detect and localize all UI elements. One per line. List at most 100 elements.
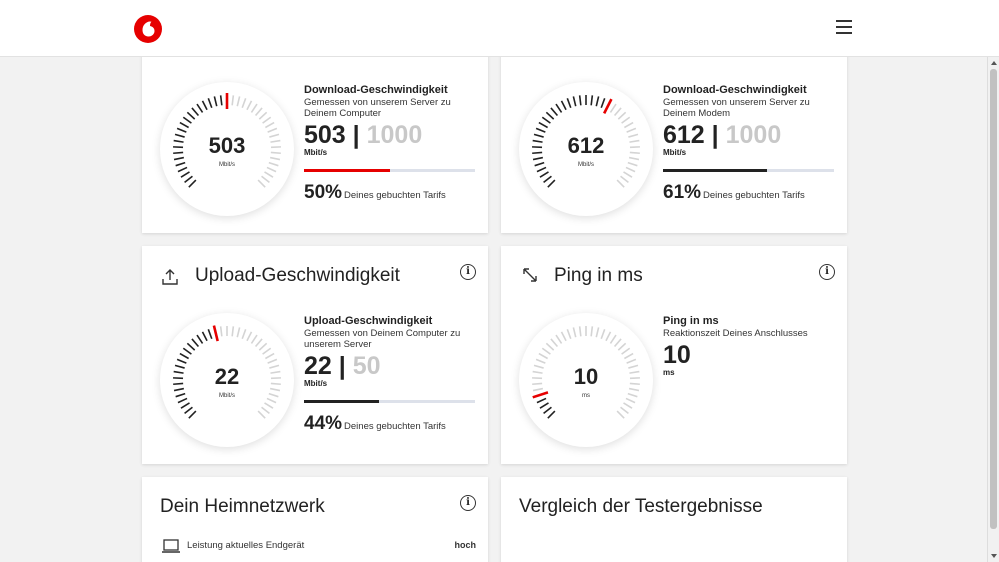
tariff-progress-fill [663, 169, 768, 172]
stat-title: Ping in ms [663, 315, 719, 327]
stat-max: 1000 [725, 121, 782, 149]
gauge-tick [270, 139, 281, 143]
gauge-tick [264, 352, 275, 360]
gauge-value: 503 [208, 133, 246, 158]
gauge-tick [173, 382, 184, 386]
download-computer-card: 503 Mbit/s Download-Geschwindigkeit Geme… [142, 40, 488, 233]
gauge-tick [623, 402, 633, 409]
gauge-tick [176, 358, 187, 364]
gauge-tick [590, 326, 594, 337]
stat-unit: Mbit/s [304, 148, 328, 157]
gauge-tick [532, 387, 544, 392]
scroll-up-arrow-icon[interactable] [991, 61, 997, 65]
gauge-tick [201, 100, 208, 111]
upload-heading: Upload-Geschwindigkeit [195, 265, 400, 286]
gauge-tick [219, 326, 223, 337]
gauge-tick [179, 121, 190, 129]
gauge-tick [236, 96, 241, 107]
laptop-icon [161, 538, 181, 557]
gauge-tick [267, 358, 278, 364]
gauge-tick [617, 342, 627, 351]
gauge-tick [609, 334, 617, 344]
info-icon[interactable]: i [819, 264, 835, 280]
stat-description: Gemessen von unserem Server zu Deinem Mo… [663, 97, 810, 119]
top-bar [0, 0, 999, 57]
gauge-tick [545, 342, 555, 351]
gauge-tick [261, 406, 270, 415]
gauge-tick [560, 100, 567, 111]
gauge-tick [623, 171, 633, 178]
gauge-tick [254, 338, 263, 348]
home-network-heading: Dein Heimnetzwerk [160, 496, 325, 517]
gauge-tick [532, 151, 543, 155]
stat-value-row: 22 | 50 [304, 352, 479, 380]
stat-title: Upload-Geschwindigkeit [304, 315, 433, 327]
gauge-tick [258, 111, 268, 120]
gauge-tick [628, 156, 640, 161]
gauge-tick [264, 402, 274, 409]
tariff-progress-fill [304, 400, 380, 403]
gauge-tick [269, 133, 280, 138]
scroll-thumb[interactable] [990, 69, 997, 529]
stat-value: 22 [304, 352, 332, 380]
gauge-tick [258, 342, 268, 351]
gauge-tick [578, 95, 582, 106]
gauge-value: 612 [567, 133, 605, 158]
gauge-tick [231, 326, 235, 337]
gauge-tick [535, 127, 546, 133]
home-network-card: Dein Heimnetzwerk i [142, 477, 488, 562]
gauge-tick [264, 121, 275, 129]
gauge-tick [617, 111, 627, 120]
hamburger-menu-icon[interactable] [836, 20, 854, 36]
gauge-tick [620, 175, 629, 184]
stat-unit: Mbit/s [663, 148, 687, 157]
gauge-tick [627, 161, 638, 167]
stat-unit: Mbit/s [304, 379, 328, 388]
tariff-progress-bar [663, 169, 834, 172]
gauge-tick [250, 103, 258, 113]
scroll-down-arrow-icon[interactable] [991, 554, 997, 558]
gauge-tick [176, 127, 187, 133]
gauge-unit: Mbit/s [218, 393, 235, 399]
gauge-tick [625, 397, 636, 404]
upload-gauge: 22 Mbit/s [160, 313, 294, 447]
gauge-tick [532, 382, 543, 386]
gauge-tick [173, 370, 184, 374]
gauge-tick [246, 100, 253, 111]
gauge-tick [626, 127, 637, 133]
gauge-tick [628, 364, 639, 369]
percent-value: 44% [304, 413, 343, 434]
percent-row: 44% Deines gebuchten Tarifs [304, 413, 479, 435]
gauge-tick [547, 410, 556, 419]
gauge-tick [173, 139, 184, 143]
gauge-tick [177, 166, 188, 173]
gauge-tick [262, 347, 272, 355]
gauge-tick [250, 334, 258, 344]
stat-value: 503 [304, 121, 346, 149]
gauge-tick [268, 392, 279, 398]
stat-description: Reaktionszeit Deines Anschlusses [663, 328, 808, 339]
ping-stats: Ping in ms Reaktionszeit Deines Anschlus… [663, 315, 838, 377]
info-icon[interactable]: i [460, 264, 476, 280]
gauge-tick [174, 133, 185, 138]
page-scrollbar[interactable] [987, 57, 999, 562]
info-icon[interactable]: i [460, 495, 476, 511]
gauge-tick [628, 387, 640, 392]
gauge-tick [180, 171, 190, 178]
vodafone-logo-icon[interactable] [134, 15, 162, 43]
gauge-tick [175, 161, 186, 167]
gauge-tick [241, 329, 247, 339]
upload-stats: Upload-Geschwindigkeit Gemessen von Dein… [304, 315, 479, 435]
gauge-marker [212, 325, 219, 342]
gauge-tick [257, 410, 266, 419]
gauge-tick [623, 121, 634, 129]
percent-value: 50% [304, 182, 343, 203]
gauge-tick [613, 107, 622, 117]
gauge-tick [547, 179, 556, 188]
gauge-tick [545, 111, 555, 120]
gauge-tick [595, 96, 600, 107]
gauge-tick [196, 334, 204, 344]
stat-title: Download-Geschwindigkeit [663, 84, 807, 96]
gauge-tick [629, 151, 640, 155]
gauge-tick [213, 96, 218, 107]
